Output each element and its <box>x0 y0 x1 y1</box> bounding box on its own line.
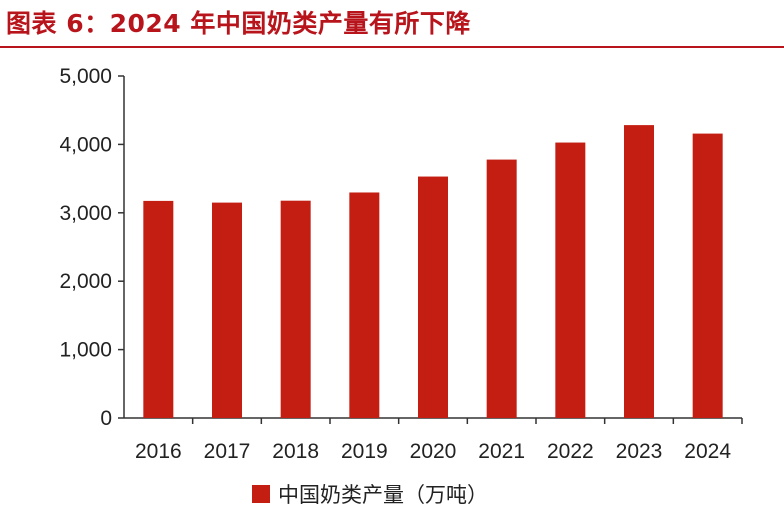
x-tick-label: 2017 <box>204 440 251 463</box>
legend: 中国奶类产量（万吨） <box>252 479 488 509</box>
bar <box>418 176 448 418</box>
x-tick-label: 2019 <box>341 440 388 463</box>
bar <box>624 125 654 418</box>
x-tick-label: 2018 <box>272 440 319 463</box>
bar <box>486 159 517 419</box>
chart-title: 图表 6：2024 年中国奶类产量有所下降 <box>6 9 471 38</box>
x-tick-label: 2020 <box>410 440 457 463</box>
bar <box>555 142 586 418</box>
y-tick-label: 4,000 <box>59 133 112 156</box>
x-tick-label: 2016 <box>135 440 182 463</box>
bar <box>349 192 380 418</box>
bar <box>143 200 174 418</box>
legend-label: 中国奶类产量（万吨） <box>278 483 488 507</box>
legend-swatch <box>252 485 270 503</box>
x-tick-label: 2022 <box>547 440 594 463</box>
x-tick-label: 2024 <box>684 440 731 463</box>
title-divider <box>0 46 784 48</box>
y-tick-label: 2,000 <box>59 270 112 293</box>
y-tick-label: 0 <box>100 407 112 430</box>
bar <box>212 202 242 418</box>
y-tick-label: 3,000 <box>59 202 112 225</box>
bar <box>280 200 311 418</box>
y-tick-label: 5,000 <box>59 65 112 88</box>
x-tick-label: 2023 <box>616 440 663 463</box>
x-tick-label: 2021 <box>478 440 525 463</box>
y-tick-label: 1,000 <box>59 339 112 362</box>
bar <box>692 133 723 418</box>
